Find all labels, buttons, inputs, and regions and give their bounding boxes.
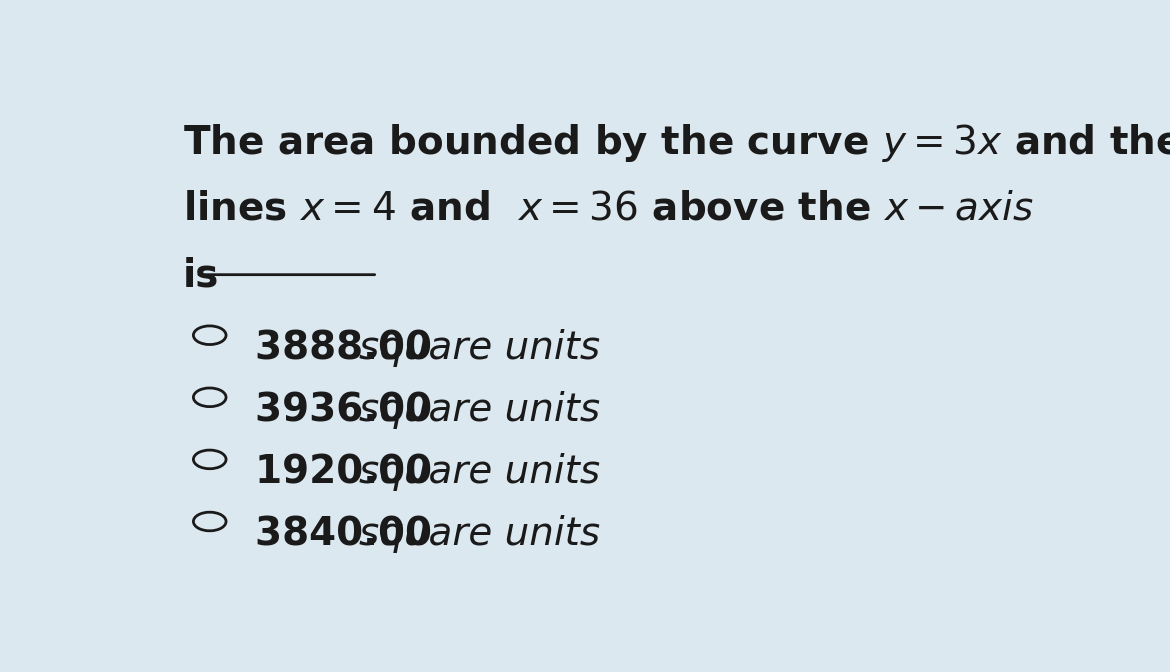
Text: square units: square units <box>359 391 600 429</box>
Text: 3936.00: 3936.00 <box>255 391 446 429</box>
Text: 1920.00: 1920.00 <box>255 453 446 491</box>
Text: 3840.00: 3840.00 <box>255 515 446 553</box>
Text: lines $x = 4$ and  $x = 36$ above the $x - axis$: lines $x = 4$ and $x = 36$ above the $x … <box>183 190 1033 227</box>
Text: square units: square units <box>359 329 600 367</box>
Text: square units: square units <box>359 515 600 553</box>
Text: square units: square units <box>359 453 600 491</box>
Text: is: is <box>183 257 219 294</box>
Text: The area bounded by the curve $y = 3x$ and the: The area bounded by the curve $y = 3x$ a… <box>183 122 1170 164</box>
Text: 3888.00: 3888.00 <box>255 329 446 367</box>
